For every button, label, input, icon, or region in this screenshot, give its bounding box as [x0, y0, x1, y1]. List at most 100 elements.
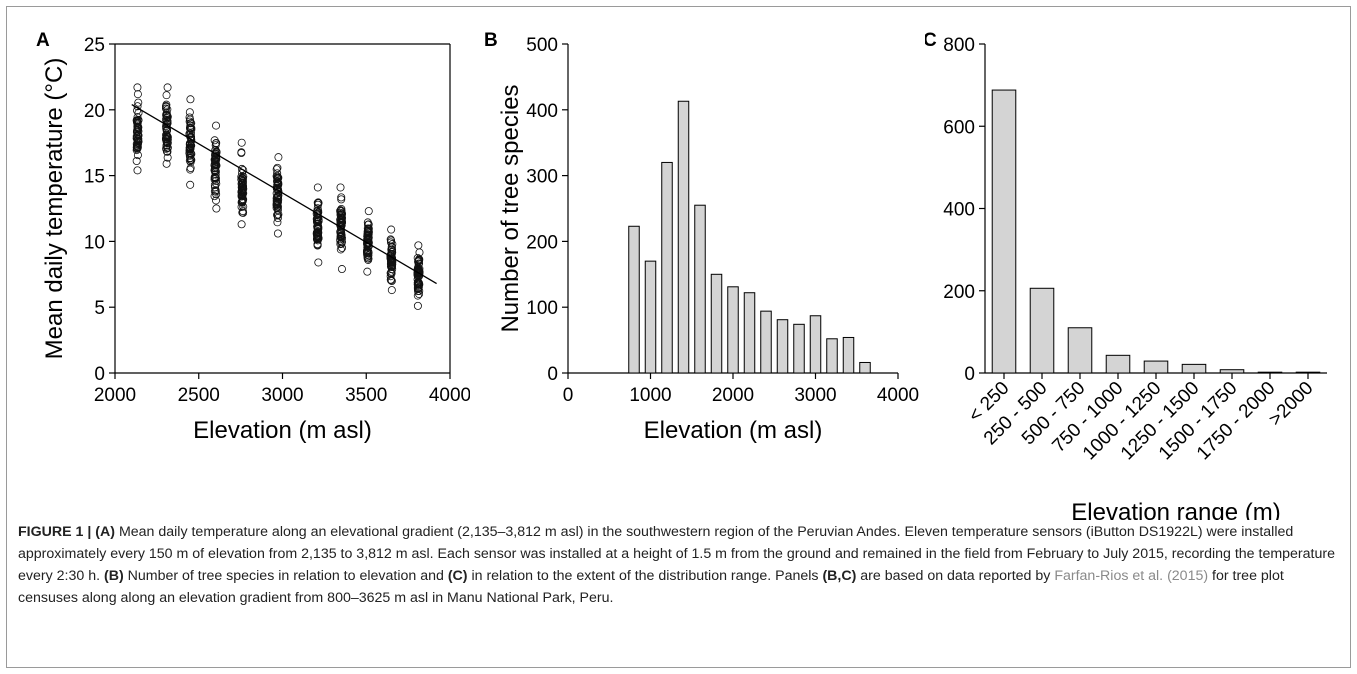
data-point	[185, 156, 194, 165]
caption-text-b: Number of tree species in relation to el…	[123, 568, 448, 584]
data-point	[211, 158, 220, 167]
y-tick-label: 200	[526, 232, 558, 253]
x-axis-title: Elevation (m asl)	[644, 417, 823, 444]
data-point	[237, 220, 246, 229]
bar	[1029, 287, 1055, 374]
data-point	[133, 118, 142, 127]
y-tick-label: 20	[84, 101, 105, 122]
bar	[1105, 354, 1131, 374]
regression-line	[131, 103, 437, 285]
data-point	[239, 166, 248, 175]
data-point	[133, 143, 142, 152]
caption-text-c: in relation to the extent of the distrib…	[467, 568, 823, 584]
data-point	[336, 183, 345, 192]
data-point	[364, 207, 373, 216]
data-point	[163, 143, 172, 152]
data-point	[387, 277, 396, 286]
data-point	[336, 211, 345, 220]
data-point	[387, 286, 396, 295]
data-point	[273, 169, 282, 178]
panel-label-c: C	[925, 30, 937, 51]
data-point	[133, 90, 142, 99]
y-tick-label: 0	[547, 364, 558, 385]
data-point	[413, 278, 422, 287]
x-tick-label: 2500	[178, 385, 220, 406]
x-tick-label: 3000	[261, 385, 303, 406]
y-tick-label: 15	[84, 167, 105, 188]
x-tick-label: >2000	[1265, 378, 1318, 431]
data-point	[414, 267, 423, 276]
data-point	[414, 263, 423, 272]
data-point	[238, 177, 247, 186]
figure-caption: FIGURE 1 | (A) Mean daily temperature al…	[18, 521, 1340, 609]
data-point	[162, 138, 171, 147]
data-point	[337, 195, 346, 204]
bar	[743, 292, 756, 374]
data-point	[238, 173, 247, 182]
data-point	[364, 224, 373, 233]
data-point	[414, 241, 423, 250]
data-point	[387, 225, 396, 234]
bar	[677, 100, 690, 374]
panel-label-b: B	[484, 30, 498, 51]
data-point	[312, 235, 321, 244]
data-point	[364, 220, 373, 229]
data-point	[238, 196, 247, 205]
bar	[859, 361, 871, 374]
data-point	[186, 180, 195, 189]
bar	[1257, 371, 1283, 374]
data-point	[415, 255, 424, 264]
data-point	[273, 229, 282, 238]
data-point	[187, 141, 196, 150]
panel-b-histogram: 0 100 200 300 400 500 0 1000 2000 3000 4000 B Elevat…	[484, 30, 919, 444]
data-point	[337, 229, 346, 238]
data-point	[338, 234, 347, 243]
data-point	[314, 224, 323, 233]
data-point	[337, 216, 346, 225]
data-point	[364, 248, 373, 257]
bar	[809, 315, 822, 374]
data-point	[212, 196, 221, 205]
data-point	[211, 187, 220, 196]
x-tick-label: 1000	[629, 385, 671, 406]
data-point	[314, 258, 323, 267]
data-point	[336, 230, 345, 239]
data-point	[185, 108, 194, 117]
data-point	[273, 185, 282, 194]
data-point	[337, 239, 346, 248]
data-point	[313, 240, 322, 249]
y-axis-title: Mean daily temperature (°C)	[41, 58, 68, 360]
data-point	[187, 119, 196, 128]
caption-tag-bc: (B,C)	[822, 568, 857, 584]
data-point	[388, 240, 397, 249]
data-point	[186, 95, 195, 104]
bar	[628, 225, 640, 374]
bar	[710, 273, 723, 374]
data-point	[133, 151, 142, 160]
bar	[661, 161, 673, 374]
data-point	[187, 136, 196, 145]
data-point	[273, 211, 282, 220]
data-point	[162, 137, 171, 146]
x-tick-label: 2000	[94, 385, 136, 406]
bar	[1181, 363, 1207, 374]
data-point	[273, 213, 282, 222]
data-point	[238, 183, 247, 192]
data-point	[313, 204, 322, 213]
caption-reference-link[interactable]: Farfan-Rios et al. (2015)	[1054, 568, 1209, 584]
y-tick-label: 0	[94, 364, 105, 385]
data-point	[238, 178, 247, 187]
data-point	[210, 192, 219, 201]
data-point	[238, 186, 247, 195]
data-point	[132, 157, 141, 166]
data-point	[162, 102, 171, 111]
data-point	[386, 251, 395, 260]
bar	[1067, 327, 1093, 374]
data-point	[163, 132, 172, 141]
bar	[826, 338, 838, 374]
data-point	[413, 253, 422, 262]
data-point	[414, 280, 423, 289]
data-point	[312, 209, 321, 218]
x-axis-title: Elevation (m asl)	[193, 417, 372, 444]
data-point	[363, 252, 372, 261]
